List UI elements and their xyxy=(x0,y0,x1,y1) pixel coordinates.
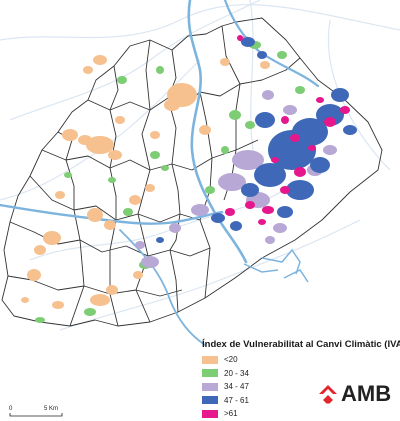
legend-title: Índex de Vulnerabilitat al Canvi Climàti… xyxy=(202,339,400,350)
legend-item: <20 xyxy=(202,353,398,367)
map-legend: Índex de Vulnerabilitat al Canvi Climàti… xyxy=(202,339,400,421)
legend-swatch xyxy=(202,409,218,418)
scale-label-distance: 5 Km xyxy=(44,406,58,412)
legend-label: >61 xyxy=(224,409,238,419)
legend-item: 47 - 61 xyxy=(202,394,398,408)
legend-item: 20 - 34 xyxy=(202,367,398,381)
ivac-class-47-61 xyxy=(156,37,357,243)
legend-items: <20 20 - 34 34 - 47 47 - 61 >61 xyxy=(202,353,398,421)
legend-swatch xyxy=(202,382,218,391)
legend-label: 34 - 47 xyxy=(224,382,249,392)
ivac-patches xyxy=(21,35,357,323)
ivac-class-gt61 xyxy=(225,35,350,225)
amb-logo-icon xyxy=(319,385,337,404)
legend-swatch xyxy=(202,369,218,378)
legend-swatch xyxy=(202,355,218,364)
legend-label: <20 xyxy=(224,355,238,365)
legend-label: 47 - 61 xyxy=(224,395,249,405)
port-area xyxy=(243,248,309,283)
ivac-class-lt20 xyxy=(21,55,270,309)
scale-label-zero: 0 xyxy=(9,406,13,412)
amb-logo-text: AMB xyxy=(341,381,391,406)
legend-label: 20 - 34 xyxy=(224,368,249,378)
scale-bar: 0 5 Km xyxy=(9,406,63,417)
municipal-boundaries xyxy=(1,17,383,327)
scale-line xyxy=(9,413,63,417)
legend-item: 34 - 47 xyxy=(202,380,398,394)
legend-item: >61 xyxy=(202,407,398,421)
amb-logo: AMB xyxy=(319,381,391,406)
legend-swatch xyxy=(202,396,218,405)
